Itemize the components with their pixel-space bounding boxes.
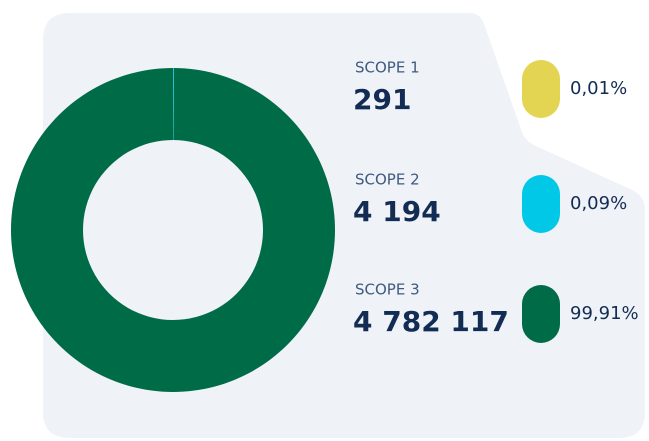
percentage-label: 0,09% [570,193,627,214]
scope-amount: 291 [353,83,411,116]
scope-amount: 4 194 [353,195,441,228]
scope-label: SCOPE 2 [355,171,420,189]
legend-pill [522,60,560,118]
legend-pill [522,285,560,343]
percentage-label: 0,01% [570,78,627,99]
scope-amount: 4 782 117 [353,305,509,338]
percentage-label: 99,91% [570,303,639,324]
donut-slice [173,68,174,141]
donut-slice [10,68,335,393]
scope-label: SCOPE 1 [355,59,420,77]
legend-pill [522,175,560,233]
scope-label: SCOPE 3 [355,281,420,299]
